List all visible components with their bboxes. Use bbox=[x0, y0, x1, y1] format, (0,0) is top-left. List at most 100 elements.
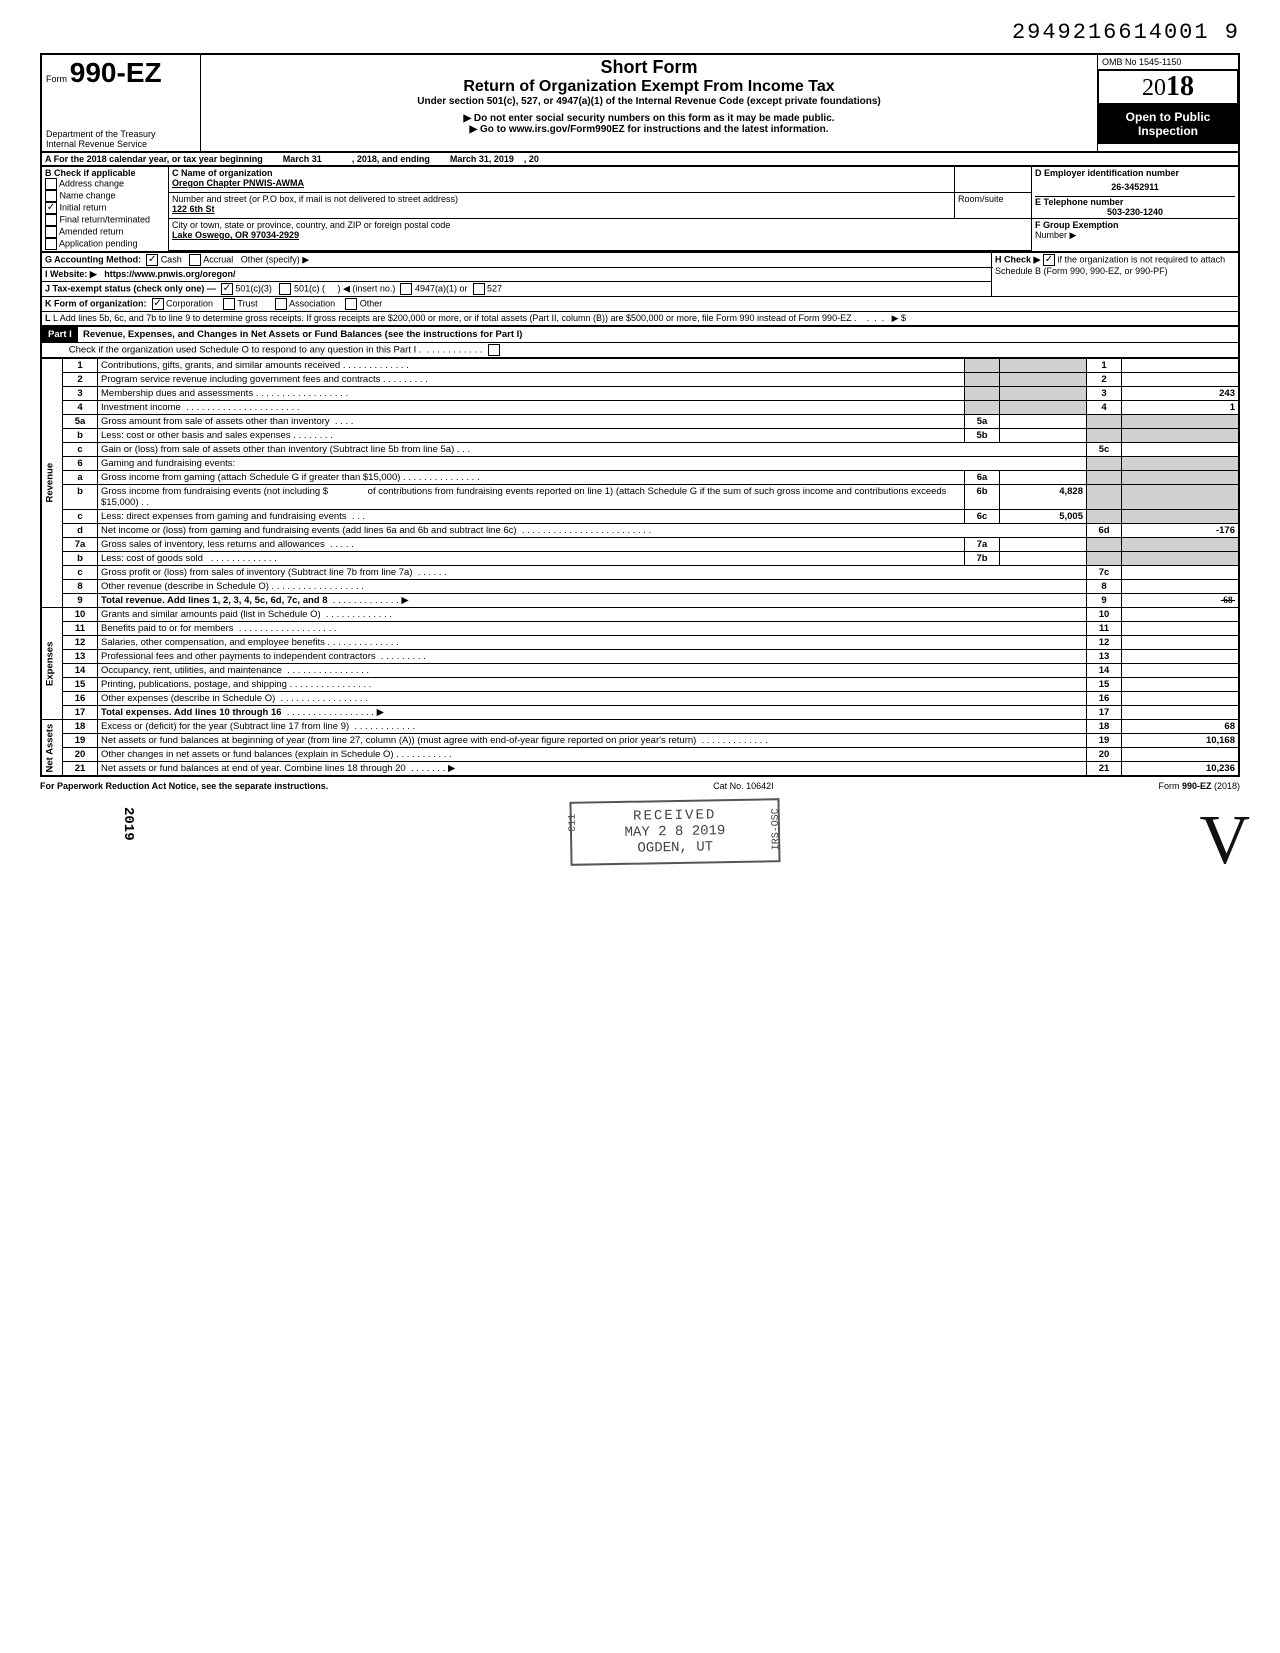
line-a-end: March 31, 2019 bbox=[450, 154, 514, 164]
table-row: 6 Gaming and fundraising events: bbox=[41, 457, 1239, 471]
line-num: 8 bbox=[63, 580, 98, 594]
line-num: 2 bbox=[1087, 373, 1122, 387]
line-num: 7a bbox=[965, 538, 1000, 552]
initial-return-checkbox[interactable] bbox=[45, 202, 57, 214]
line-num: b bbox=[63, 429, 98, 443]
line-num: 16 bbox=[63, 692, 98, 706]
line-num: 10 bbox=[1087, 608, 1122, 622]
line-k-cell: K Form of organization: Corporation Trus… bbox=[41, 297, 1239, 312]
sub-amount-cell bbox=[1000, 538, 1087, 552]
line-num: 7b bbox=[965, 552, 1000, 566]
line-num: 5c bbox=[1087, 443, 1122, 457]
amended-label: Amended return bbox=[59, 226, 124, 236]
amount-cell bbox=[1122, 706, 1240, 720]
revenue-side-label: Revenue bbox=[41, 358, 63, 608]
name-change-checkbox[interactable] bbox=[45, 190, 57, 202]
part1-title: Revenue, Expenses, and Changes in Net As… bbox=[83, 329, 522, 340]
line-num: 15 bbox=[63, 678, 98, 692]
line-19-desc: Net assets or fund balances at beginning… bbox=[98, 734, 1087, 748]
table-row: c Gain or (loss) from sale of assets oth… bbox=[41, 443, 1239, 457]
line-f-cell: F Group Exemption Number ▶ bbox=[1032, 219, 1240, 253]
app-pending-checkbox[interactable] bbox=[45, 238, 57, 250]
line-g-label: G Accounting Method: bbox=[45, 254, 141, 264]
line-a-mid: , 2018, and ending bbox=[352, 154, 430, 164]
line-c-addr-cell: Number and street (or P.O box, if mail i… bbox=[169, 193, 955, 219]
line-16-desc: Other expenses (describe in Schedule O) … bbox=[98, 692, 1087, 706]
dept-treasury: Department of the Treasury bbox=[46, 129, 196, 139]
corp-checkbox[interactable] bbox=[152, 298, 164, 310]
city-value: Lake Oswego, OR 97034-2929 bbox=[172, 230, 1028, 240]
table-row: 4 Investment income . . . . . . . . . . … bbox=[41, 401, 1239, 415]
open-public-1: Open to Public bbox=[1100, 110, 1236, 124]
line-5c-desc: Gain or (loss) from sale of assets other… bbox=[98, 443, 1087, 457]
line-6b-desc: Gross income from fundraising events (no… bbox=[98, 485, 965, 510]
table-row: 9 Total revenue. Add lines 1, 2, 3, 4, 5… bbox=[41, 594, 1239, 608]
line-3-desc: Membership dues and assessments . . . . … bbox=[98, 387, 965, 401]
shaded-cell bbox=[1122, 552, 1240, 566]
cash-label: Cash bbox=[161, 254, 182, 264]
trust-checkbox[interactable] bbox=[223, 298, 235, 310]
amended-checkbox[interactable] bbox=[45, 226, 57, 238]
line-num: 14 bbox=[1087, 664, 1122, 678]
line-num: 18 bbox=[1087, 720, 1122, 734]
assoc-checkbox[interactable] bbox=[275, 298, 287, 310]
sub-amount-cell bbox=[1000, 471, 1087, 485]
line-num: 7a bbox=[63, 538, 98, 552]
cash-checkbox[interactable] bbox=[146, 254, 158, 266]
trust-label: Trust bbox=[237, 298, 257, 308]
shaded-cell bbox=[1122, 415, 1240, 429]
amount-cell bbox=[1122, 664, 1240, 678]
subtitle: Under section 501(c), 527, or 4947(a)(1)… bbox=[205, 96, 1093, 107]
city-label: City or town, state or province, country… bbox=[172, 220, 1028, 230]
shaded-cell bbox=[1087, 552, 1122, 566]
website-url: https://www.pnwis.org/oregon/ bbox=[104, 269, 235, 279]
line-17-desc: Total expenses. Add lines 10 through 16 … bbox=[98, 706, 1087, 720]
line-num: 19 bbox=[63, 734, 98, 748]
other-org-checkbox[interactable] bbox=[345, 298, 357, 310]
line-k-label: K Form of organization: bbox=[45, 298, 147, 308]
line-num: 6d bbox=[1087, 524, 1122, 538]
line-5b-desc: Less: cost or other basis and sales expe… bbox=[98, 429, 965, 443]
final-return-checkbox[interactable] bbox=[45, 214, 57, 226]
part1-label: Part I bbox=[42, 327, 78, 342]
shaded-cell bbox=[1087, 471, 1122, 485]
line-a-suffix: , 20 bbox=[524, 154, 539, 164]
return-title: Return of Organization Exempt From Incom… bbox=[205, 78, 1093, 96]
line-num: c bbox=[63, 566, 98, 580]
insert-no-label: ) ◀ (insert no.) bbox=[338, 283, 396, 293]
line-f-label: F Group Exemption bbox=[1035, 220, 1235, 230]
shaded-cell bbox=[1087, 485, 1122, 510]
line-6d-desc: Net income or (loss) from gaming and fun… bbox=[98, 524, 1087, 538]
addr-change-checkbox[interactable] bbox=[45, 178, 57, 190]
amount-cell bbox=[1122, 622, 1240, 636]
footer-left: For Paperwork Reduction Act Notice, see … bbox=[40, 781, 328, 791]
table-row: c Less: direct expenses from gaming and … bbox=[41, 510, 1239, 524]
note-ssn: ▶ Do not enter social security numbers o… bbox=[205, 113, 1093, 124]
assoc-label: Association bbox=[289, 298, 335, 308]
received-stamp: C11 RECEIVED MAY 2 8 2019 OGDEN, UT IRS-… bbox=[569, 798, 780, 866]
table-row: 20 Other changes in net assets or fund b… bbox=[41, 748, 1239, 762]
line-18-amount: 68 bbox=[1122, 720, 1240, 734]
addr-label: Number and street (or P.O box, if mail i… bbox=[172, 194, 951, 204]
4947-checkbox[interactable] bbox=[400, 283, 412, 295]
501c-checkbox[interactable] bbox=[279, 283, 291, 295]
line-num: b bbox=[63, 552, 98, 566]
shaded-cell bbox=[1122, 510, 1240, 524]
501c3-checkbox[interactable] bbox=[221, 283, 233, 295]
accrual-checkbox[interactable] bbox=[189, 254, 201, 266]
line-num: 21 bbox=[1087, 762, 1122, 777]
line-num: 21 bbox=[63, 762, 98, 777]
amount-cell bbox=[1122, 358, 1240, 373]
line-b-label: B Check if applicable bbox=[45, 168, 165, 178]
line-i-label: I Website: ▶ bbox=[45, 269, 97, 279]
line-num: 6 bbox=[63, 457, 98, 471]
h-checkbox[interactable] bbox=[1043, 254, 1055, 266]
line-14-desc: Occupancy, rent, utilities, and maintena… bbox=[98, 664, 1087, 678]
527-checkbox[interactable] bbox=[473, 283, 485, 295]
line-c-city-cell: City or town, state or province, country… bbox=[169, 219, 1032, 251]
line-num: d bbox=[63, 524, 98, 538]
line-num: 4 bbox=[1087, 401, 1122, 415]
line-6c-amount: 5,005 bbox=[1000, 510, 1087, 524]
part1-checkbox[interactable] bbox=[488, 344, 500, 356]
initial-return-label: Initial return bbox=[60, 202, 107, 212]
